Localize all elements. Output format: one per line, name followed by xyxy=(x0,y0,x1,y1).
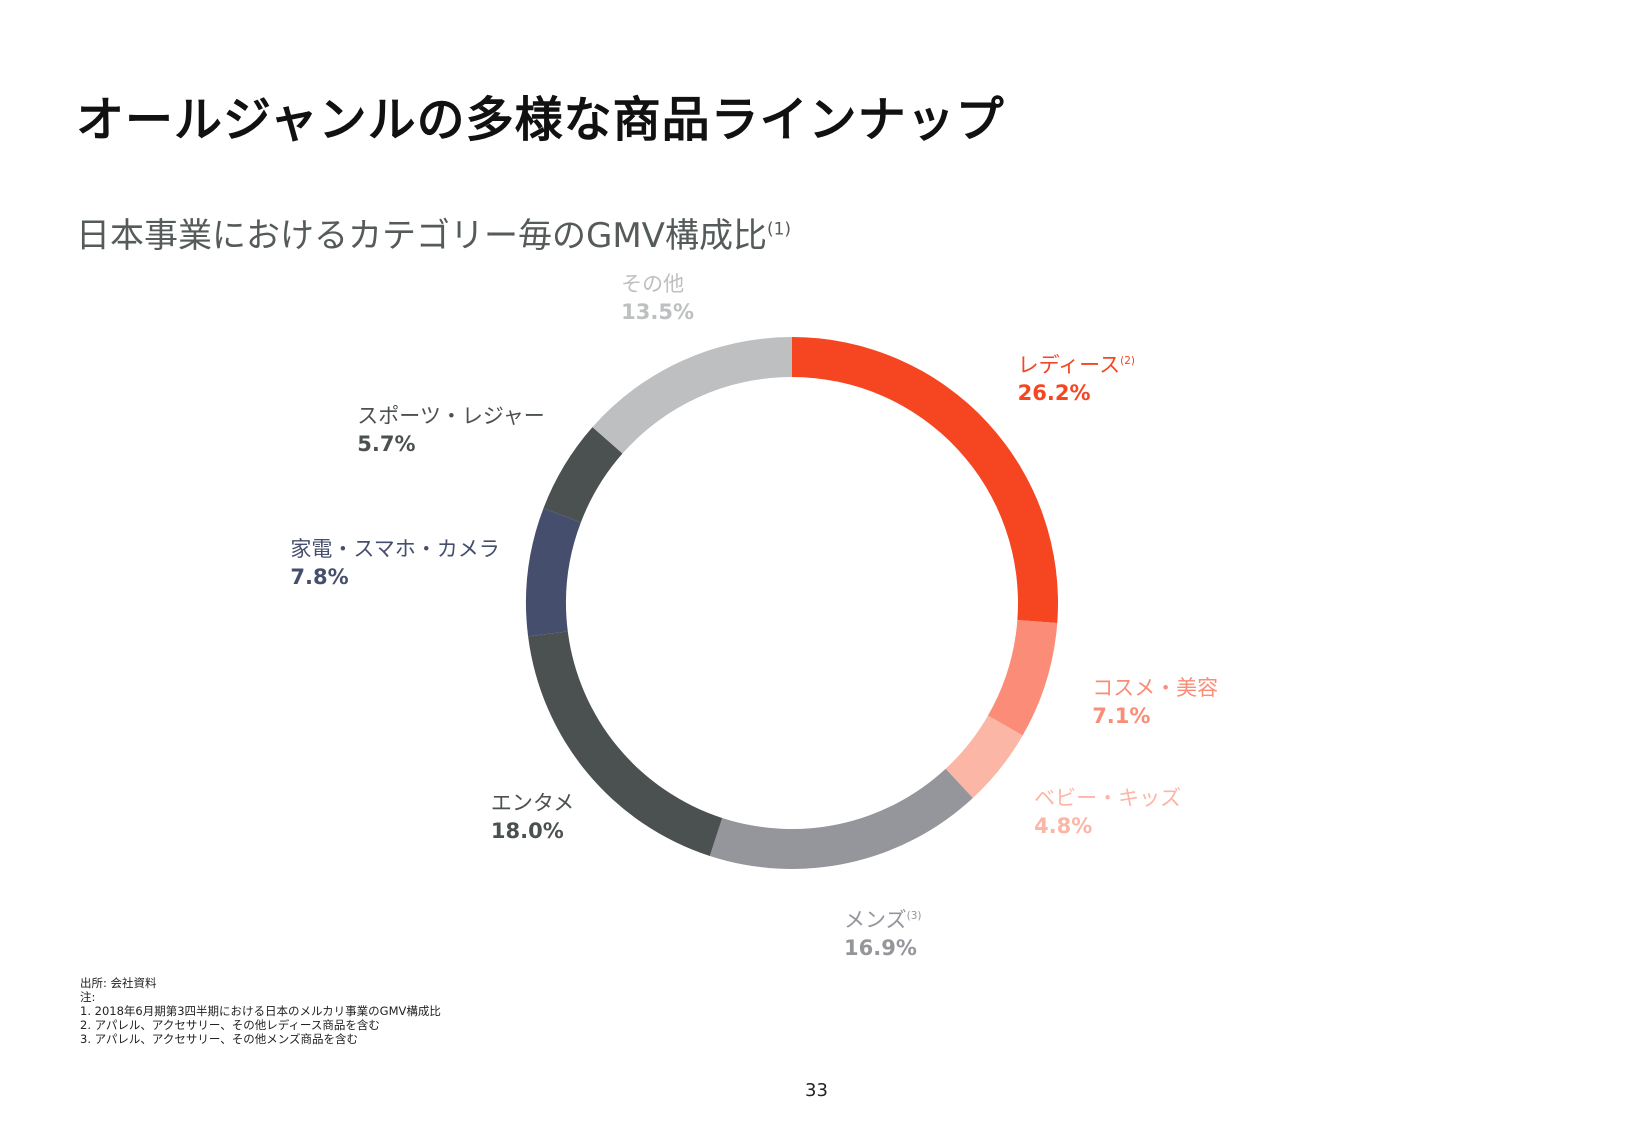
slice-label-value: 13.5% xyxy=(621,299,694,324)
donut-slice-2 xyxy=(987,620,1058,736)
slice-label-name: レディース(2) xyxy=(1018,347,1135,379)
slice-label-name-text: ベビー・キッズ xyxy=(1034,785,1182,810)
chart-subtitle-text: 日本事業におけるカテゴリー毎のGMV構成比 xyxy=(76,216,767,256)
slice-label-value: 7.1% xyxy=(1092,703,1151,728)
slice-label-value: 7.8% xyxy=(290,565,349,590)
slice-label-value: 26.2% xyxy=(1017,381,1091,406)
source-note: 出所: 会社資料 xyxy=(80,976,157,990)
slice-label-footnote-ref: (2) xyxy=(1120,355,1135,368)
footnote-3: 3. アパレル、アクセサリー、その他メンズ商品を含む xyxy=(80,1032,358,1046)
slice-label-name-text: 家電・スマホ・カメラ xyxy=(290,537,500,562)
footnote-1: 1. 2018年6月期第3四半期における日本のメルカリ事業のGMV構成比 xyxy=(80,1004,441,1018)
page-number: 33 xyxy=(805,1080,828,1101)
footnote-2: 2. アパレル、アクセサリー、その他レディース商品を含む xyxy=(80,1018,380,1032)
slice-label-5: エンタメ 18.0% xyxy=(491,789,574,845)
slice-label-value: 4.8% xyxy=(1034,813,1093,838)
donut-slice-7 xyxy=(543,427,623,523)
slice-label-7: スポーツ・レジャー 5.7% xyxy=(357,402,545,458)
donut-slice-3 xyxy=(945,715,1023,799)
slice-label-name-text: その他 xyxy=(621,271,685,296)
slice-label-8: その他 13.5% xyxy=(621,270,694,326)
slice-label-value: 16.9% xyxy=(844,936,917,961)
page-title: オールジャンルの多様な商品ラインナップ xyxy=(76,92,1005,148)
slice-label-name: ベビー・キッズ xyxy=(1034,784,1181,812)
slice-label-1: レディース(2) 26.2% xyxy=(1018,347,1135,407)
chart-subtitle: 日本事業におけるカテゴリー毎のGMV構成比(1) xyxy=(76,208,791,257)
slice-label-6: 家電・スマホ・カメラ 7.8% xyxy=(290,535,499,591)
chart-subtitle-footnote-ref: (1) xyxy=(766,219,792,240)
slice-label-value: 5.7% xyxy=(357,431,416,456)
donut-slice-1 xyxy=(792,337,1058,624)
slice-label-footnote-ref: (3) xyxy=(906,910,922,923)
donut-slice-5 xyxy=(528,631,723,856)
slice-label-name: コスメ・美容 xyxy=(1092,674,1218,702)
slice-label-name: スポーツ・レジャー xyxy=(357,402,545,430)
slice-label-name-text: コスメ・美容 xyxy=(1092,675,1219,700)
slice-label-name: その他 xyxy=(621,270,694,298)
slice-label-name-text: エンタメ xyxy=(490,790,575,815)
donut-slice-6 xyxy=(525,508,581,637)
donut-slice-4 xyxy=(709,768,973,869)
footnotes: 出所: 会社資料 注: 1. 2018年6月期第3四半期における日本のメルカリ事… xyxy=(80,976,441,1046)
slice-label-name-text: レディース xyxy=(1017,353,1121,378)
slice-label-name: エンタメ xyxy=(491,789,574,817)
slice-label-name: 家電・スマホ・カメラ xyxy=(290,535,499,563)
slice-label-name-text: スポーツ・レジャー xyxy=(357,403,545,428)
donut-slice-8 xyxy=(592,337,792,454)
slice-label-3: ベビー・キッズ 4.8% xyxy=(1034,784,1181,840)
notes-heading: 注: xyxy=(80,990,96,1004)
slice-label-value: 18.0% xyxy=(490,818,564,843)
slice-label-name: メンズ(3) xyxy=(844,902,921,934)
slice-label-4: メンズ(3) 16.9% xyxy=(844,902,921,962)
slice-label-name-text: メンズ xyxy=(844,908,907,933)
slice-label-2: コスメ・美容 7.1% xyxy=(1092,674,1218,730)
